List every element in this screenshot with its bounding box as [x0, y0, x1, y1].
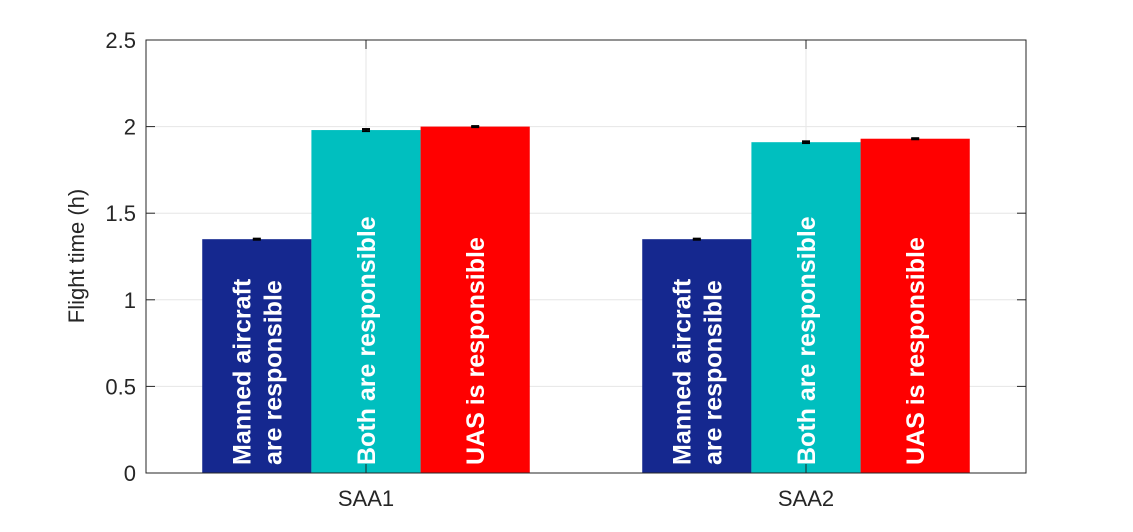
bar	[311, 130, 421, 473]
bar-label: Both are responsible	[793, 216, 821, 465]
y-tick-label: 1.5	[105, 201, 136, 226]
axes: 0 0.5 1 1.5 2 2.5 SAA1 SAA2	[105, 28, 1026, 511]
bar	[860, 138, 970, 473]
error-bars	[252, 125, 920, 241]
bars	[202, 126, 970, 474]
y-tick-label: 1	[124, 288, 136, 313]
bar	[202, 239, 312, 473]
x-tick-label: SAA1	[338, 486, 394, 511]
bar-labels: Manned aircraft are responsible Both are r…	[228, 216, 930, 465]
bar-label: are responsible	[259, 280, 287, 465]
bar-label: UAS is responsible	[462, 237, 490, 465]
bar	[642, 239, 752, 473]
bar	[751, 142, 861, 474]
y-tick-label: 2.5	[105, 28, 136, 53]
bar-label: are responsible	[699, 280, 727, 465]
y-tick-label: 0	[124, 461, 136, 486]
bar-label: Manned aircraft	[228, 278, 256, 465]
bar-label: UAS is responsible	[902, 237, 930, 465]
bar	[420, 126, 530, 473]
y-axis-title: Flight time (h)	[64, 189, 89, 323]
plot-frame	[145, 39, 1027, 474]
bar-label: Manned aircraft	[668, 278, 696, 465]
y-tick-label: 0.5	[105, 374, 136, 399]
y-tick-label: 2	[124, 115, 136, 140]
x-tick-label: SAA2	[778, 486, 834, 511]
bar-label: Both are responsible	[353, 216, 381, 465]
